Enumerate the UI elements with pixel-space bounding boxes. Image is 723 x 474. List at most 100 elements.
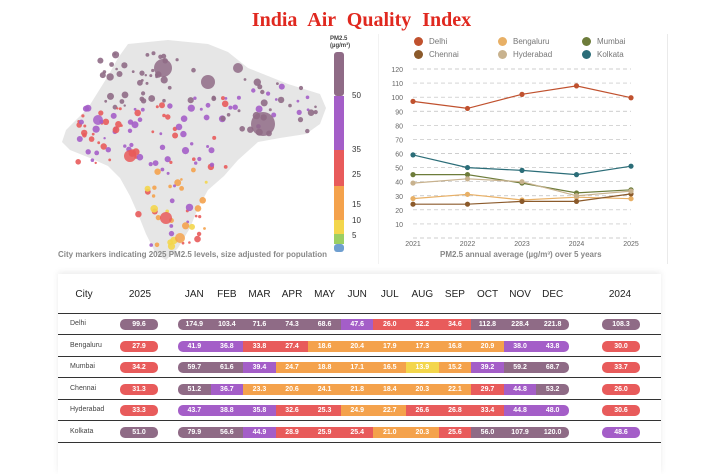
city-marker[interactable] — [179, 186, 184, 191]
point-chennai[interactable] — [519, 198, 525, 204]
city-marker[interactable] — [151, 68, 155, 73]
city-marker[interactable] — [112, 126, 120, 134]
city-marker[interactable] — [277, 96, 285, 104]
city-marker[interactable] — [105, 147, 111, 153]
city-marker[interactable] — [155, 215, 161, 221]
city-marker[interactable] — [155, 75, 158, 79]
point-kolkata[interactable] — [573, 172, 580, 178]
city-marker[interactable] — [203, 114, 210, 121]
city-marker[interactable] — [189, 223, 195, 230]
point-kolkata[interactable] — [628, 163, 634, 169]
city-marker[interactable] — [127, 128, 133, 133]
city-marker[interactable] — [139, 70, 145, 76]
point-bengaluru[interactable] — [410, 195, 416, 202]
city-marker[interactable] — [75, 159, 81, 165]
city-marker[interactable] — [162, 98, 166, 103]
city-marker-large[interactable] — [175, 233, 185, 243]
point-hyderabad[interactable] — [628, 188, 634, 194]
city-marker[interactable] — [160, 76, 168, 84]
city-marker[interactable] — [175, 58, 179, 62]
city-marker[interactable] — [113, 52, 117, 56]
city-marker[interactable] — [148, 95, 156, 102]
city-marker[interactable] — [149, 243, 153, 247]
city-marker[interactable] — [115, 67, 118, 71]
point-hyderabad[interactable] — [519, 179, 525, 185]
city-marker[interactable] — [141, 91, 146, 96]
city-marker[interactable] — [255, 105, 263, 113]
city-marker[interactable] — [167, 239, 174, 246]
city-marker[interactable] — [116, 71, 123, 77]
point-delhi[interactable] — [628, 95, 634, 101]
city-marker[interactable] — [187, 104, 195, 112]
legend-item-bengaluru[interactable]: Bengaluru — [498, 37, 549, 46]
table-row[interactable]: Chennai 31.3 51.2 36.7 23.3 20.6 24.1 21.8 18.4 2… — [58, 379, 661, 400]
city-marker[interactable] — [167, 85, 172, 90]
city-marker[interactable] — [288, 103, 292, 108]
point-kolkata[interactable] — [519, 167, 525, 173]
city-marker[interactable] — [115, 121, 122, 128]
legend-item-mumbai[interactable]: Mumbai — [582, 37, 625, 46]
city-marker[interactable] — [152, 160, 159, 166]
city-marker[interactable] — [98, 110, 104, 116]
table-row[interactable]: Mumbai 34.2 59.7 61.6 39.4 24.7 18.8 17.1 16.5 13… — [58, 357, 661, 378]
city-marker[interactable] — [182, 222, 190, 230]
city-marker[interactable] — [169, 198, 175, 204]
point-delhi[interactable] — [573, 83, 580, 89]
city-marker[interactable] — [181, 147, 190, 155]
city-marker[interactable] — [103, 137, 106, 140]
point-mumbai[interactable] — [464, 172, 471, 178]
point-hyderabad[interactable] — [573, 193, 580, 199]
city-marker[interactable] — [278, 83, 285, 90]
city-marker[interactable] — [169, 160, 173, 164]
city-marker[interactable] — [194, 235, 201, 243]
city-marker[interactable] — [276, 82, 279, 85]
city-marker[interactable] — [159, 132, 163, 136]
point-delhi[interactable] — [519, 91, 525, 97]
city-marker[interactable] — [102, 70, 107, 74]
city-marker[interactable] — [314, 105, 317, 109]
city-marker[interactable] — [194, 214, 198, 218]
point-chennai[interactable] — [573, 198, 580, 204]
city-marker[interactable] — [274, 98, 278, 101]
city-marker[interactable] — [145, 81, 149, 85]
city-marker[interactable] — [137, 117, 143, 122]
city-marker[interactable] — [188, 241, 191, 244]
city-marker[interactable] — [243, 78, 247, 81]
city-marker[interactable] — [199, 197, 206, 204]
city-marker[interactable] — [174, 179, 182, 187]
city-marker[interactable] — [106, 73, 114, 81]
city-marker[interactable] — [305, 95, 310, 100]
city-marker[interactable] — [81, 114, 85, 118]
city-marker[interactable] — [268, 108, 272, 112]
city-marker[interactable] — [198, 215, 202, 219]
city-marker[interactable] — [159, 102, 165, 109]
city-marker[interactable] — [136, 153, 144, 161]
city-marker[interactable] — [165, 114, 171, 120]
city-marker[interactable] — [162, 113, 166, 118]
city-marker[interactable] — [191, 67, 196, 73]
legend-item-hyderabad[interactable]: Hyderabad — [498, 50, 552, 59]
city-marker[interactable] — [226, 113, 231, 117]
point-bengaluru[interactable] — [628, 196, 634, 202]
point-kolkata[interactable] — [410, 152, 416, 158]
city-marker[interactable] — [313, 110, 318, 115]
point-bengaluru[interactable] — [464, 191, 471, 197]
city-marker[interactable] — [152, 185, 157, 190]
city-marker[interactable] — [110, 112, 117, 119]
city-marker-large[interactable] — [93, 115, 103, 125]
point-delhi[interactable] — [410, 98, 416, 104]
city-marker[interactable] — [175, 123, 183, 131]
city-marker[interactable] — [203, 227, 206, 230]
city-marker[interactable] — [145, 53, 150, 57]
city-marker[interactable] — [296, 109, 302, 115]
city-marker[interactable] — [154, 168, 161, 175]
city-marker[interactable] — [108, 158, 112, 162]
city-marker[interactable] — [298, 85, 304, 91]
city-marker[interactable] — [221, 100, 229, 108]
city-marker[interactable] — [260, 99, 268, 107]
city-marker[interactable] — [116, 107, 119, 110]
city-marker[interactable] — [123, 104, 126, 107]
city-marker[interactable] — [127, 119, 134, 125]
city-marker[interactable] — [194, 205, 202, 212]
city-marker[interactable] — [91, 132, 95, 136]
